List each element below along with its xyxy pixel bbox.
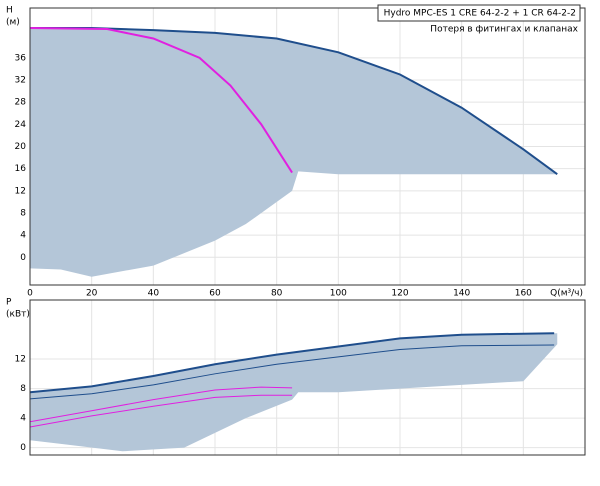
x-tick-label: 40: [148, 289, 160, 299]
x-tick-label: 60: [209, 289, 221, 299]
y-tick-label: 32: [15, 76, 26, 86]
legend-entry: Hydro MPC-ES 1 CRE 64-2-2 + 1 CR 64-2-2: [384, 9, 576, 19]
x-tick-label: 80: [271, 289, 283, 299]
legend-box: [377, 4, 581, 22]
y-tick-label: 8: [20, 384, 26, 394]
y-axis-label: (м): [6, 18, 20, 28]
plot-border: [29, 7, 586, 286]
y-tick-label: 16: [15, 164, 27, 174]
y-tick-label: 20: [15, 142, 27, 152]
y-axis-label: P: [6, 298, 12, 308]
y-tick-label: 24: [15, 120, 27, 130]
curve: [30, 26, 558, 176]
operating-area: [30, 333, 558, 452]
y-tick-label: 28: [15, 98, 27, 108]
y-tick-label: 4: [20, 414, 26, 424]
x-tick-label: 100: [330, 289, 347, 299]
x-tick-label: 160: [515, 289, 532, 299]
y-axis-label: (кВт): [6, 310, 30, 320]
y-tick-label: 8: [20, 208, 26, 218]
y-tick-label: 0: [20, 253, 26, 263]
curve: [29, 344, 555, 400]
operating-area: [30, 27, 558, 277]
curve: [29, 394, 293, 428]
x-tick-label: 20: [86, 289, 98, 299]
x-tick-label: 140: [453, 289, 470, 299]
legend-entry: Потеря в фитингах и клапанах: [430, 25, 578, 35]
y-tick-label: 12: [15, 186, 26, 196]
curve: [29, 332, 555, 394]
y-tick-label: 0: [20, 443, 26, 453]
x-axis-label: Q(м³/ч): [550, 289, 583, 299]
y-axis-label: H: [6, 6, 13, 16]
plot-border: [29, 299, 586, 456]
curve: [29, 386, 293, 423]
x-tick-label: 120: [391, 289, 408, 299]
y-tick-label: 36: [15, 53, 27, 63]
y-tick-label: 12: [15, 355, 26, 365]
y-tick-label: 4: [20, 231, 26, 241]
curve: [29, 26, 293, 174]
x-tick-label: 0: [27, 289, 33, 299]
